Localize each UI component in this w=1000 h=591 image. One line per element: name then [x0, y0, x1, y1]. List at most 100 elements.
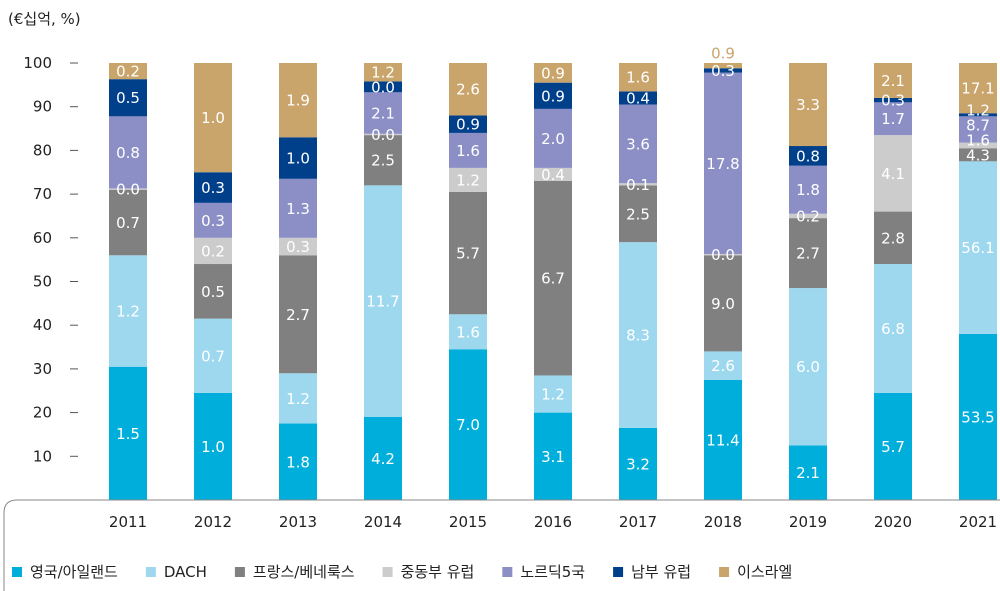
- bar-segment: [364, 133, 402, 136]
- bar-segment: [449, 191, 487, 315]
- bar-segment: [534, 108, 572, 168]
- bar-segment: [704, 379, 742, 500]
- bar-segment: [789, 165, 827, 214]
- bar-segment: [874, 102, 912, 136]
- data-label: 0.9: [541, 87, 565, 105]
- data-label: 1.8: [286, 453, 310, 471]
- data-label: 1.2: [966, 101, 990, 119]
- data-label: 1.0: [201, 438, 225, 456]
- data-label: 0.1: [626, 176, 650, 194]
- bar-segment: [874, 264, 912, 393]
- data-label: 6.7: [541, 270, 565, 288]
- bar-segment: [194, 237, 232, 265]
- data-label: 0.0: [371, 78, 395, 96]
- data-label: 0.4: [626, 89, 650, 107]
- data-label: 2.6: [456, 81, 480, 99]
- data-label: 11.7: [366, 293, 399, 311]
- data-label: 2.7: [286, 306, 310, 324]
- data-label: 1.2: [541, 386, 565, 404]
- legend-swatch: [613, 567, 624, 577]
- data-label: 0.7: [201, 347, 225, 365]
- bar-segment: [109, 79, 147, 117]
- bar-segment: [449, 349, 487, 500]
- y-tick-label: 40: [33, 316, 52, 334]
- data-label: 0.3: [201, 212, 225, 230]
- legend-swatch: [12, 567, 22, 577]
- data-label: 0.7: [116, 214, 140, 232]
- y-tick-label: 70: [33, 185, 52, 203]
- y-tick-label: 80: [33, 141, 52, 159]
- legend-label: DACH: [164, 563, 207, 581]
- data-label: 0.0: [116, 181, 140, 199]
- bar-segment: [789, 63, 827, 147]
- bar-segment: [279, 423, 317, 500]
- bar-segment: [534, 375, 572, 413]
- bar-segment: [789, 218, 827, 289]
- data-label: 1.3: [286, 200, 310, 218]
- data-label: 0.2: [796, 207, 820, 225]
- y-tick-label: 60: [33, 229, 52, 247]
- bar-segment: [364, 92, 402, 134]
- bar-segment: [704, 351, 742, 380]
- bar-segment: [619, 91, 657, 105]
- y-tick-label: 100: [23, 54, 52, 72]
- x-tick-label: 2015: [449, 513, 487, 531]
- bar-segment: [619, 185, 657, 243]
- y-tick-label: 50: [33, 273, 52, 291]
- data-label: 0.8: [796, 147, 820, 165]
- bar-segment: [449, 314, 487, 350]
- data-label: 2.1: [371, 105, 395, 123]
- data-label: 0.4: [541, 166, 565, 184]
- data-label: 17.1: [961, 80, 994, 98]
- data-label: 1.2: [286, 390, 310, 408]
- bar-segment: [194, 392, 232, 500]
- x-tick-label: 2019: [789, 513, 827, 531]
- bar-segment: [619, 427, 657, 500]
- bar-segment: [449, 63, 487, 116]
- data-label: 0.0: [371, 126, 395, 144]
- data-label: 2.7: [796, 245, 820, 263]
- legend-swatch: [234, 567, 245, 577]
- bar-segment: [449, 115, 487, 133]
- legend-label: 이스라엘: [737, 563, 792, 581]
- x-tick-label: 2017: [619, 513, 657, 531]
- legend-label: 영국/아일랜드: [30, 563, 118, 581]
- x-tick-label: 2016: [534, 513, 572, 531]
- data-label: 9.0: [711, 295, 735, 313]
- x-tick-label: 2012: [194, 513, 232, 531]
- data-label: 0.5: [201, 283, 225, 301]
- data-label: 8.3: [626, 327, 650, 345]
- x-tick-label: 2014: [364, 513, 402, 531]
- bar-segment: [364, 63, 402, 82]
- data-label: 4.2: [371, 450, 395, 468]
- x-tick-label: 2021: [959, 513, 997, 531]
- data-label: 3.2: [626, 455, 650, 473]
- y-tick-label: 10: [33, 447, 52, 465]
- data-label: 4.3: [966, 146, 990, 164]
- bar-segment: [789, 213, 827, 219]
- data-label: 0.9: [456, 116, 480, 134]
- bar-segment: [194, 318, 232, 393]
- bar-segment: [874, 97, 912, 103]
- legend: 영국/아일랜드 DACH 프랑스/베네룩스 중동부 유럽 노르딕5국 남부 유럽 이스라엘: [12, 563, 792, 581]
- data-label: 1.7: [881, 110, 905, 128]
- bar-segment: [109, 189, 147, 256]
- bar-segment: [534, 180, 572, 376]
- bar-segment: [959, 116, 997, 143]
- bars: [109, 63, 997, 500]
- legend-label: 노르딕5국: [520, 563, 585, 581]
- legend-label: 남부 유럽: [631, 563, 691, 581]
- data-label: 1.6: [456, 323, 480, 341]
- bar-segment: [364, 81, 402, 93]
- bar-segment: [364, 185, 402, 417]
- x-tick-label: 2020: [874, 513, 912, 531]
- bar-segment: [364, 135, 402, 186]
- data-label: 0.2: [116, 63, 140, 81]
- chart-frame: [3, 499, 1000, 591]
- bar-segment: [279, 237, 317, 256]
- bar-segment: [194, 264, 232, 319]
- data-label: 1.2: [371, 63, 395, 81]
- data-label: 5.7: [881, 438, 905, 456]
- y-tick-label: 20: [33, 404, 52, 422]
